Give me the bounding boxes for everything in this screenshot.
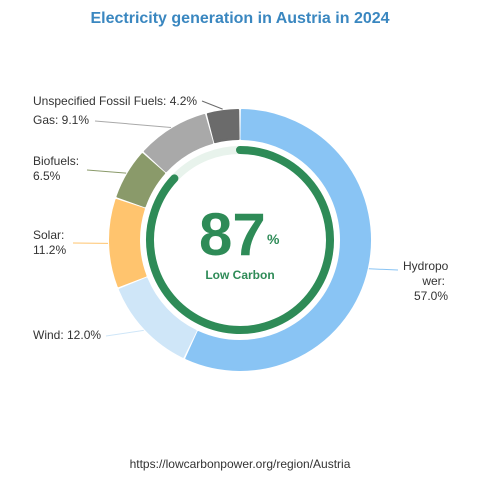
- low-carbon-unit: %: [267, 231, 280, 247]
- label-solar-line2: 11.2%: [33, 243, 67, 257]
- low-carbon-label: Low Carbon: [205, 268, 275, 282]
- label-hydropower-line2: wer:: [422, 274, 445, 288]
- label-gas: Gas: 9.1%: [33, 113, 90, 127]
- label-solar-line1: Solar:: [33, 228, 65, 242]
- label-wind: Wind: 12.0%: [33, 328, 102, 342]
- slice-gas: [143, 113, 214, 173]
- low-carbon-ring: [146, 146, 334, 334]
- slice-hydropower: [185, 109, 371, 371]
- leader-wind: [105, 329, 144, 337]
- leader-biofuels: [86, 169, 127, 174]
- source-url: https://lowcarbonpower.org/region/Austri…: [129, 457, 351, 471]
- label-biofuels: Biofuels: 6.5%: [33, 154, 79, 184]
- leader-hydropower: [368, 268, 399, 271]
- label-solar: Solar: 11.2%: [33, 228, 66, 258]
- leader-gas: [94, 120, 172, 128]
- label-hydropower: Hydropo wer: 57.0%: [403, 259, 448, 304]
- label-hydropower-line1: Hydropo: [403, 259, 449, 273]
- slice-solar: [109, 199, 147, 288]
- chart-title: Electricity generation in Austria in 202…: [90, 10, 390, 27]
- slice-wind: [118, 277, 197, 358]
- slice-unspecified-fossil-fuels: [206, 109, 240, 144]
- leader-lines: [72, 100, 399, 337]
- label-biofuels-line2: 6.5%: [33, 169, 61, 183]
- low-carbon-value: 87: [199, 201, 266, 268]
- label-biofuels-line1: Biofuels:: [33, 154, 80, 168]
- leader-unspecified-fossil-fuels: [201, 100, 223, 110]
- slice-biofuels: [116, 153, 166, 208]
- label-fossil: Unspecified Fossil Fuels: 4.2%: [33, 94, 198, 108]
- donut-slices: [109, 109, 371, 371]
- label-hydropower-line3: 57.0%: [413, 289, 448, 303]
